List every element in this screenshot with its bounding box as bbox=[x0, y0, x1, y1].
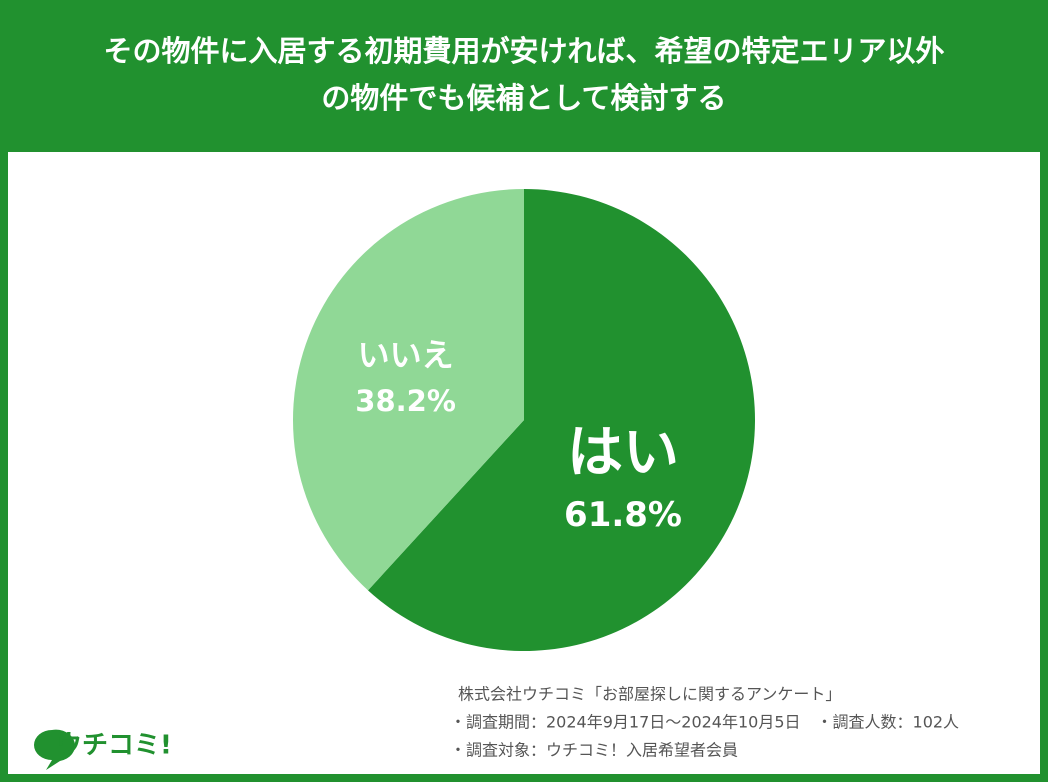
pie-slice bbox=[367, 189, 755, 651]
logo-icon bbox=[34, 729, 76, 770]
source-note: ・調査期間：2024年9月17日〜2024年10月5日 ・調査人数：102人 bbox=[450, 713, 959, 732]
value-label: 38.2% bbox=[355, 384, 456, 418]
pie-slice bbox=[292, 188, 524, 591]
source-note: ・調査対象：ウチコミ！入居希望者会員 bbox=[450, 741, 738, 760]
slice-label: はい bbox=[567, 421, 679, 486]
value-label: 61.8% bbox=[564, 495, 682, 535]
logo: ウチコミ! bbox=[56, 731, 172, 761]
slice-label: いいえ bbox=[358, 336, 454, 374]
chart-title: その物件に入居する初期費用が安ければ、希望の特定エリア以外 の物件でも候補として… bbox=[103, 34, 945, 115]
source-note: 株式会社ウチコミ「お部屋探しに関するアンケート」 bbox=[458, 685, 841, 704]
